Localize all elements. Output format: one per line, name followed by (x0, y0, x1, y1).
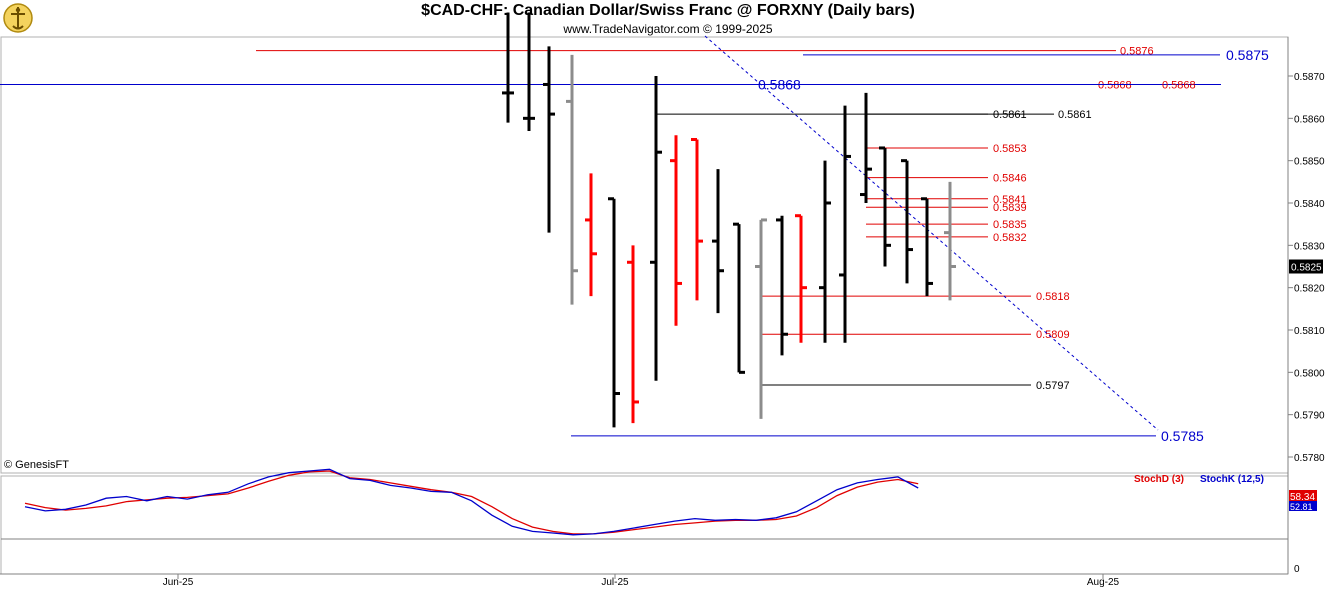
price-panel-frame (0, 36, 1289, 474)
last-price-box (1289, 259, 1323, 274)
level-label: 0.5841 (993, 194, 1027, 206)
price-tick-label: 0.5830 (1294, 241, 1325, 252)
level-label: 0.5868 (758, 76, 801, 92)
date-tick-label: Jul-25 (601, 577, 629, 588)
ohlc-bar (755, 218, 767, 419)
last-price-label: 0.5825 (1291, 263, 1322, 274)
ohlc-bar (860, 92, 872, 203)
copyright-label: © GenesisFT (4, 459, 69, 471)
stoch-d-value-box (1289, 490, 1317, 502)
ohlc-bar (670, 135, 682, 326)
price-tick-label: 0.5820 (1294, 284, 1325, 295)
stochastic-panel-frame (0, 475, 1289, 575)
price-tick-label: 0.5870 (1294, 72, 1325, 83)
ohlc-bar (879, 146, 891, 267)
chart-title: $CAD-CHF: Canadian Dollar/Swiss Franc @ … (421, 2, 915, 19)
price-bars (502, 12, 956, 428)
ohlc-bar (627, 245, 639, 424)
legend-stoch-k: StochK (12,5) (1200, 474, 1264, 485)
level-label: 0.5832 (993, 232, 1027, 244)
ohlc-bar (523, 12, 535, 132)
stoch-tick-label: 0 (1294, 564, 1300, 575)
ohlc-bar (712, 169, 724, 314)
ohlc-bar (901, 159, 913, 284)
price-tick-label: 0.5840 (1294, 199, 1325, 210)
trendline (704, 35, 1159, 431)
level-label: 0.5853 (993, 143, 1027, 155)
date-tick-label: Jun-25 (163, 577, 194, 588)
legend-stoch-d: StochD (3) (1134, 474, 1184, 485)
level-label: 0.5861 (1058, 109, 1092, 121)
ohlc-bar (585, 173, 597, 297)
ohlc-bar (650, 76, 662, 381)
price-tick-label: 0.5800 (1294, 368, 1325, 379)
price-tick-label: 0.5860 (1294, 114, 1325, 125)
ohlc-bar (566, 54, 578, 305)
price-tick-label: 0.5850 (1294, 157, 1325, 168)
support-resistance-levels: 0.5876 0.5875 0.5868 0.5868 0.5861 0.5861 0.58… (0, 46, 1269, 444)
ohlc-bar (691, 138, 703, 301)
chart-subtitle: www.TradeNavigator.com © 1999-2025 (563, 22, 773, 36)
date-tick-label: Aug-25 (1087, 577, 1120, 588)
price-axis-ticks: 0.5870 0.5860 0.5850 0.5840 0.5830 0.5820 0.58… (1288, 72, 1325, 464)
ohlc-bar (502, 12, 514, 123)
ohlc-bar (819, 160, 831, 343)
price-tick-label: 0.5790 (1294, 411, 1325, 422)
level-label: 0.5839 (993, 202, 1027, 214)
level-label: 0.5868 (1162, 79, 1196, 91)
price-tick-label: 0.5780 (1294, 453, 1325, 464)
date-axis-ticks: Jun-25 Jul-25 Aug-25 (163, 574, 1120, 588)
ohlc-bar (733, 222, 745, 374)
ohlc-bar (543, 46, 555, 233)
level-label: 0.5846 (993, 173, 1027, 185)
price-tick-label: 0.5810 (1294, 326, 1325, 337)
level-label: 0.5876 (1120, 46, 1154, 58)
level-label: 0.5868 (1098, 79, 1132, 91)
level-label: 0.5809 (1036, 329, 1070, 341)
level-label: 0.5785 (1161, 428, 1204, 444)
stoch-k-value-box (1289, 501, 1317, 511)
level-label: 0.5861 (993, 109, 1027, 121)
chart-header: $CAD-CHF: Canadian Dollar/Swiss Franc @ … (0, 0, 1336, 38)
level-label: 0.5875 (1226, 47, 1269, 63)
ohlc-bar (944, 181, 956, 301)
ohlc-bar (839, 105, 851, 343)
level-label: 0.5797 (1036, 380, 1070, 392)
tradenavigator-logo-icon (3, 3, 33, 33)
stoch-k-line (24, 468, 919, 536)
ohlc-bar (921, 197, 933, 297)
level-label: 0.5835 (993, 219, 1027, 231)
ohlc-bar (608, 197, 620, 428)
level-label: 0.5818 (1036, 291, 1070, 303)
ohlc-bar (795, 214, 807, 343)
ohlc-bar (776, 215, 788, 356)
stoch-k-value: 52.81 (1290, 502, 1313, 512)
stoch-d-value: 58.34 (1290, 492, 1315, 503)
dashed-trendline (704, 35, 1159, 431)
